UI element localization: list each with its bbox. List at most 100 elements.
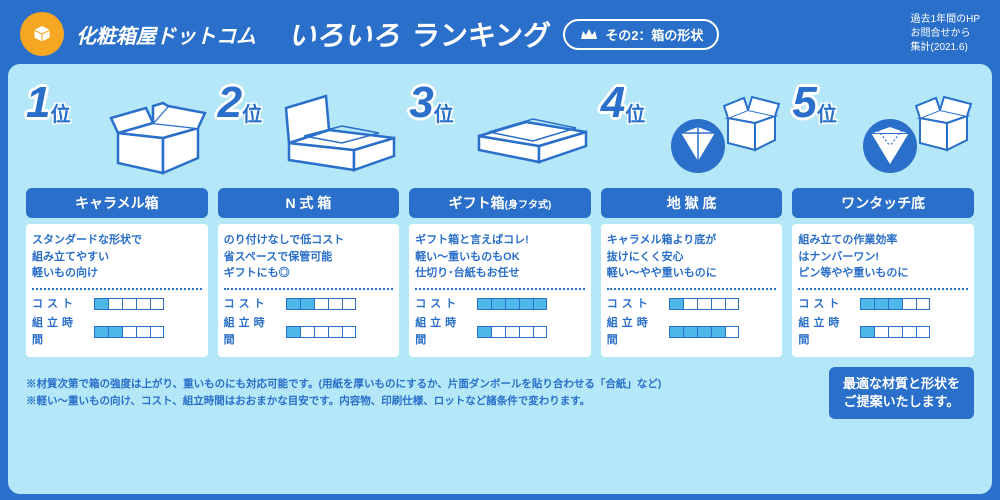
bar-cell (505, 326, 519, 338)
bar-cell (697, 298, 711, 310)
box-illustration (284, 88, 399, 178)
bars (94, 298, 164, 310)
bars (286, 298, 356, 310)
bar-cell (888, 326, 902, 338)
infographic-root: 化粧箱屋ドットコム いろいろ ランキング その2：箱の形状 過去1年間のHP お… (0, 0, 1000, 500)
desc-line: 軽い〜やや重いものに (607, 265, 777, 282)
box-name: N 式 箱 (218, 188, 400, 218)
bar-cell (505, 298, 519, 310)
desc-line: 省スペースで保管可能 (224, 249, 394, 266)
bar-cell (342, 298, 356, 310)
rank-number: 2 (218, 78, 242, 128)
box-name: キャラメル箱 (26, 188, 208, 218)
ranking-cards: 1 位 キャラメル箱 スタンダードな形状で組み立てやすい軽いもの向け コスト 組… (26, 78, 974, 357)
crown-icon (579, 27, 599, 41)
bar-cell (136, 326, 150, 338)
rank-number: 3 (409, 78, 433, 128)
bar-cell (286, 326, 300, 338)
box-illustration (108, 88, 208, 178)
cta-line: 最適な材質と形状を (843, 375, 960, 393)
rank-number: 1 (26, 78, 50, 128)
bars (669, 298, 739, 310)
bars (94, 326, 164, 338)
bars (860, 298, 930, 310)
divider (798, 288, 968, 290)
desc-line: スタンダードな形状で (32, 232, 202, 249)
bar-cell (533, 298, 547, 310)
bar-cell (725, 326, 739, 338)
metric-label: 組立時間 (32, 315, 90, 348)
bar-cell (108, 298, 122, 310)
logo-badge (20, 12, 64, 56)
header: 化粧箱屋ドットコム いろいろ ランキング その2：箱の形状 過去1年間のHP お… (8, 8, 992, 64)
divider (415, 288, 585, 290)
desc-line: 軽いもの向け (32, 265, 202, 282)
bar-cell (477, 326, 491, 338)
desc-line: ピン等やや重いものに (798, 265, 968, 282)
box-name: ワンタッチ底 (792, 188, 974, 218)
metric-cost: コスト (607, 296, 777, 313)
bar-cell (94, 326, 108, 338)
divider (32, 288, 202, 290)
content-panel: 1 位 キャラメル箱 スタンダードな形状で組み立てやすい軽いもの向け コスト 組… (8, 64, 992, 494)
desc-line: ギフトにも◎ (224, 265, 394, 282)
bar-cell (300, 298, 314, 310)
metric-label: 組立時間 (607, 315, 665, 348)
rank-suffix: 位 (625, 98, 645, 127)
bar-cell (300, 326, 314, 338)
box-name: ギフト箱(身フタ式) (409, 188, 591, 218)
subtitle-badge: その2：箱の形状 (563, 19, 719, 50)
bar-cell (122, 326, 136, 338)
desc-line: 組み立ての作業効率 (798, 232, 968, 249)
rank-header: 4 位 (601, 78, 783, 188)
metric-cost: コスト (798, 296, 968, 313)
metric-label: コスト (607, 296, 665, 313)
bar-cell (491, 326, 505, 338)
bar-cell (860, 298, 874, 310)
bar-cell (519, 326, 533, 338)
metric-time: 組立時間 (607, 315, 777, 348)
rank-header: 5 位 (792, 78, 974, 188)
bar-cell (286, 298, 300, 310)
bar-cell (697, 326, 711, 338)
metric-cost: コスト (32, 296, 202, 313)
bar-cell (342, 326, 356, 338)
title-part1: いろいろ (288, 14, 400, 54)
desc-line: 組み立てやすい (32, 249, 202, 266)
rank-number: 4 (601, 78, 625, 128)
note-line: 集計(2021.6) (911, 41, 980, 55)
metric-label: コスト (798, 296, 856, 313)
bar-cell (669, 326, 683, 338)
box-illustration (670, 88, 782, 178)
box-description: キャラメル箱より底が抜けにくく安心軽い〜やや重いものに コスト 組立時間 (601, 224, 783, 357)
bar-cell (916, 326, 930, 338)
bar-cell (711, 298, 725, 310)
bar-cell (477, 298, 491, 310)
bar-cell (150, 326, 164, 338)
rank-suffix: 位 (817, 98, 837, 127)
bar-cell (328, 298, 342, 310)
box-description: スタンダードな形状で組み立てやすい軽いもの向け コスト 組立時間 (26, 224, 208, 357)
rank-card: 2 位 N 式 箱 のり付けなしで低コスト省スペースで保管可能ギフトにも◎ コス… (218, 78, 400, 357)
bar-cell (122, 298, 136, 310)
rank-number: 5 (792, 78, 816, 128)
bars (860, 326, 930, 338)
bar-cell (108, 326, 122, 338)
bars (477, 326, 547, 338)
desc-line: 仕切り･台紙もお任せ (415, 265, 585, 282)
bar-cell (328, 326, 342, 338)
bar-cell (683, 298, 697, 310)
bar-cell (683, 326, 697, 338)
metric-label: コスト (415, 296, 473, 313)
desc-line: 軽い〜重いものもOK (415, 249, 585, 266)
bar-cell (711, 326, 725, 338)
rank-card: 3 位 ギフト箱(身フタ式) ギフト箱と言えばコレ!軽い〜重いものもOK仕切り･… (409, 78, 591, 357)
bar-cell (519, 298, 533, 310)
metric-label: コスト (32, 296, 90, 313)
rank-card: 4 位 地 獄 底 キャラメル箱より底が抜けにくく安心軽い〜やや重いものに コス… (601, 78, 783, 357)
rank-suffix: 位 (50, 98, 70, 127)
bar-cell (874, 326, 888, 338)
footer-line: ※材質次第で箱の強度は上がり、重いものにも対応可能です。(用紙を厚いものにするか… (26, 376, 661, 393)
bar-cell (150, 298, 164, 310)
bars (286, 326, 356, 338)
